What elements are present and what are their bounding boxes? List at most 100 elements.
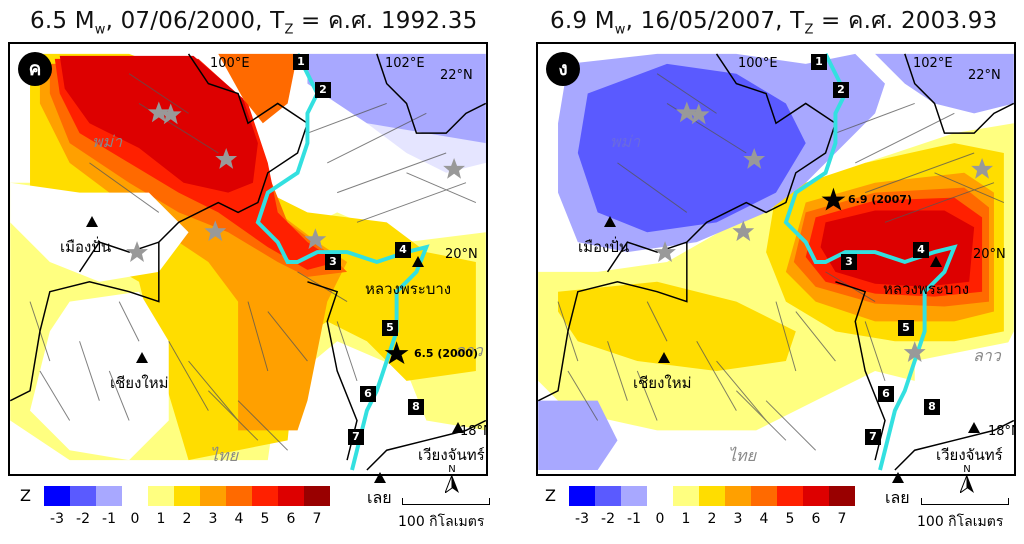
scale-tick-label: 5 (785, 511, 795, 527)
scale-tick-label: -2 (601, 511, 615, 527)
city-luang-prabang: หลวงพระบาง (365, 280, 452, 298)
country-myanmar: พม่า (92, 132, 123, 151)
site-marker: 4 (913, 242, 929, 258)
lat-22-label: 22°N (968, 68, 1001, 83)
city-chiang-mai: เชียงใหม่ (110, 374, 169, 392)
north-arrow-icon (443, 474, 459, 495)
lon-102-label: 102°E (385, 56, 425, 71)
scale-tick-label: 4 (234, 511, 244, 527)
site-marker: 5 (382, 320, 398, 336)
site-marker: 7 (865, 429, 881, 445)
color-swatch (569, 486, 595, 506)
scale-bar (402, 498, 490, 505)
scale-tick-label: 1 (681, 511, 691, 527)
north-arrow: N (957, 464, 977, 497)
color-swatch (829, 486, 855, 506)
lat-18-label: 18°N (988, 424, 1014, 439)
color-swatch (122, 486, 148, 506)
scale-tick-label: 5 (260, 511, 270, 527)
scale-tick-label: 6 (286, 511, 296, 527)
north-label: N (448, 464, 456, 475)
color-swatch (751, 486, 777, 506)
lat-20-label: 20°N (973, 247, 1006, 262)
scale-tick-label: -3 (50, 511, 64, 527)
scale-tick-label: -2 (76, 511, 90, 527)
color-swatch (278, 486, 304, 506)
color-swatch (595, 486, 621, 506)
scale-tick-label: -3 (575, 511, 589, 527)
legend-right: Z -3 -2 -1 0 1 2 3 4 5 6 7 เลย N 100 กิโลเมตร (545, 464, 1024, 544)
scale-bar (921, 498, 1009, 505)
scale-tick-label: 7 (837, 511, 847, 527)
site-marker: 3 (325, 254, 341, 270)
scale-tick-label: -1 (102, 511, 116, 527)
site-marker: 2 (833, 82, 849, 98)
city-muang-pan: เมืองปั่น (578, 238, 630, 256)
color-swatch (304, 486, 330, 506)
north-arrow-icon (958, 474, 974, 495)
zvalue-map-right (538, 53, 1014, 471)
scale-tick-label: 4 (759, 511, 769, 527)
color-swatch (803, 486, 829, 506)
city-loei: เลย (885, 488, 910, 507)
panel-label: ง (546, 52, 580, 86)
country-thailand: ไทย (728, 446, 756, 465)
title-right: 6.9 Mw, 16/05/2007, TZ = ค.ศ. 2003.93 (550, 8, 998, 38)
site-marker: 8 (408, 399, 424, 415)
color-swatch (200, 486, 226, 506)
city-triangle (892, 472, 904, 483)
country-myanmar: พม่า (610, 132, 641, 151)
city-triangle (930, 256, 942, 267)
zvalue-map-left (10, 53, 486, 471)
city-triangle (374, 472, 386, 483)
city-triangle (412, 256, 424, 267)
color-swatch (148, 486, 174, 506)
color-swatch (699, 486, 725, 506)
city-chiang-mai: เชียงใหม่ (633, 374, 692, 392)
map-panel-right: ง 100°E 102°E 22°N 20°N 18°N พม่า ไทย ลา… (536, 42, 1016, 476)
z-label: Z (545, 486, 556, 505)
scale-tick-label: -1 (627, 511, 641, 527)
scale-label: 100 กิโลเมตร (398, 514, 485, 530)
z-label: Z (20, 486, 31, 505)
color-swatch (70, 486, 96, 506)
scale-label: 100 กิโลเมตร (917, 514, 1004, 530)
north-arrow: N (442, 464, 462, 497)
country-laos: ลาว (455, 341, 483, 360)
color-swatch (777, 486, 803, 506)
earthquake-label: 6.5 (2000) (414, 347, 478, 360)
site-marker: 2 (315, 82, 331, 98)
site-marker: 6 (878, 386, 894, 402)
country-laos: ลาว (973, 346, 1001, 365)
city-vientiane: เวียงจันทร์ (418, 446, 485, 464)
color-swatch (673, 486, 699, 506)
title-left: 6.5 Mw, 07/06/2000, TZ = ค.ศ. 1992.35 (30, 8, 478, 38)
scale-tick-label: 0 (130, 511, 140, 527)
lon-100-label: 100°E (738, 56, 778, 71)
city-triangle (604, 216, 616, 227)
site-marker: 5 (898, 320, 914, 336)
city-triangle (136, 352, 148, 363)
scale-tick-label: 3 (208, 511, 218, 527)
color-swatch (174, 486, 200, 506)
city-luang-prabang: หลวงพระบาง (883, 280, 970, 298)
city-vientiane: เวียงจันทร์ (936, 446, 1003, 464)
color-swatch (725, 486, 751, 506)
site-marker: 8 (924, 399, 940, 415)
map-panel-left: ค 100°E 102°E 22°N 20°N 18°N พม่า ไทย ลา… (8, 42, 488, 476)
site-marker: 7 (348, 429, 364, 445)
lat-18-label: 18°N (460, 424, 486, 439)
color-swatch (96, 486, 122, 506)
scale-tick-label: 2 (707, 511, 717, 527)
city-triangle (86, 216, 98, 227)
scale-tick-label: 1 (156, 511, 166, 527)
city-muang-pan: เมืองปั่น (60, 238, 112, 256)
site-marker: 4 (395, 242, 411, 258)
site-marker: 6 (360, 386, 376, 402)
city-triangle (452, 422, 464, 433)
color-swatch (252, 486, 278, 506)
color-swatch (226, 486, 252, 506)
scale-tick-label: 7 (312, 511, 322, 527)
scale-tick-label: 0 (655, 511, 665, 527)
country-thailand: ไทย (210, 446, 238, 465)
